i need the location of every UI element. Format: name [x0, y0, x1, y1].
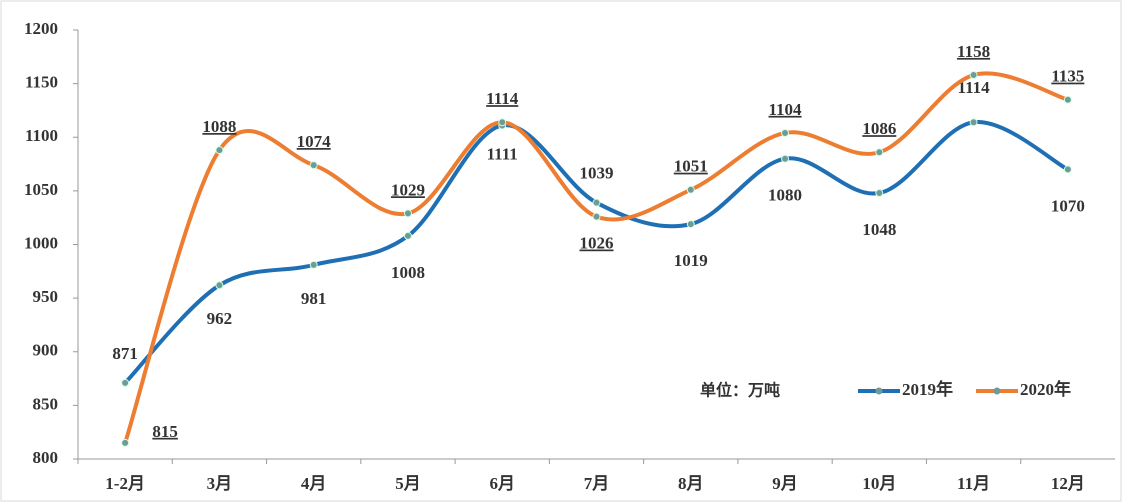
- y-tick-label: 1200: [24, 19, 58, 38]
- data-label: 1135: [1051, 67, 1084, 86]
- data-label: 1048: [862, 220, 896, 239]
- data-label: 1111: [487, 144, 518, 163]
- data-label: 1080: [768, 186, 802, 205]
- data-label: 1039: [580, 164, 614, 183]
- y-tick-label: 800: [33, 448, 59, 467]
- x-tick-label: 4月: [301, 474, 327, 493]
- data-label: 1008: [391, 263, 425, 282]
- series-line: [123, 71, 1069, 444]
- point-marker: [309, 260, 318, 269]
- x-tick-label: 12月: [1051, 474, 1085, 493]
- legend-label: 2019年: [902, 379, 953, 399]
- data-label: 1070: [1051, 196, 1085, 215]
- point-marker: [403, 209, 412, 218]
- point-marker: [969, 118, 978, 127]
- data-label: 962: [207, 309, 233, 328]
- point-marker: [592, 212, 601, 221]
- legend-label: 2020年: [1020, 379, 1071, 399]
- x-tick-label: 5月: [395, 474, 421, 493]
- point-marker: [969, 71, 978, 80]
- x-tick-label: 10月: [862, 474, 896, 493]
- annotation: 单位：万吨: [700, 381, 780, 400]
- y-tick-label: 850: [33, 394, 59, 413]
- point-marker: [875, 148, 884, 157]
- data-label: 871: [112, 344, 138, 363]
- point-marker: [121, 378, 130, 387]
- data-label: 1114: [486, 89, 519, 108]
- data-label: 981: [301, 289, 327, 308]
- data-label: 1114: [958, 78, 991, 97]
- point-marker: [1063, 95, 1072, 104]
- point-marker: [875, 189, 884, 198]
- point-marker: [686, 185, 695, 194]
- data-label: 1158: [957, 42, 990, 61]
- x-tick-label: 9月: [772, 474, 798, 493]
- y-tick-label: 900: [33, 341, 59, 360]
- point-marker: [121, 438, 130, 447]
- y-tick-label: 1100: [25, 126, 58, 145]
- point-marker: [309, 161, 318, 170]
- x-tick-label: 1-2月: [105, 474, 145, 493]
- point-marker: [592, 198, 601, 207]
- x-tick-label: 8月: [678, 474, 704, 493]
- x-tick-label: 11月: [957, 474, 990, 493]
- x-tick-label: 7月: [584, 474, 610, 493]
- data-label: 1088: [202, 117, 236, 136]
- data-label: 1026: [580, 234, 614, 253]
- point-marker: [686, 220, 695, 229]
- data-label: 1029: [391, 180, 425, 199]
- legend-marker: [993, 387, 1001, 395]
- data-label: 1104: [769, 100, 803, 119]
- point-marker: [215, 281, 224, 290]
- point-marker: [1063, 165, 1072, 174]
- point-marker: [781, 154, 790, 163]
- data-label: 1074: [297, 132, 332, 151]
- y-tick-label: 1050: [24, 180, 58, 199]
- point-marker: [781, 128, 790, 137]
- legend-marker: [875, 387, 883, 395]
- y-tick-label: 950: [33, 287, 59, 306]
- point-marker: [403, 231, 412, 240]
- data-label: 1019: [674, 251, 708, 270]
- point-marker: [498, 118, 507, 127]
- data-label: 815: [152, 422, 178, 441]
- data-label: 1051: [674, 157, 708, 176]
- x-tick-label: 3月: [207, 474, 233, 493]
- y-tick-label: 1150: [25, 73, 58, 92]
- point-marker: [215, 146, 224, 155]
- x-tick-label: 6月: [489, 474, 515, 493]
- data-label: 1086: [862, 119, 896, 138]
- y-tick-label: 1000: [24, 233, 58, 252]
